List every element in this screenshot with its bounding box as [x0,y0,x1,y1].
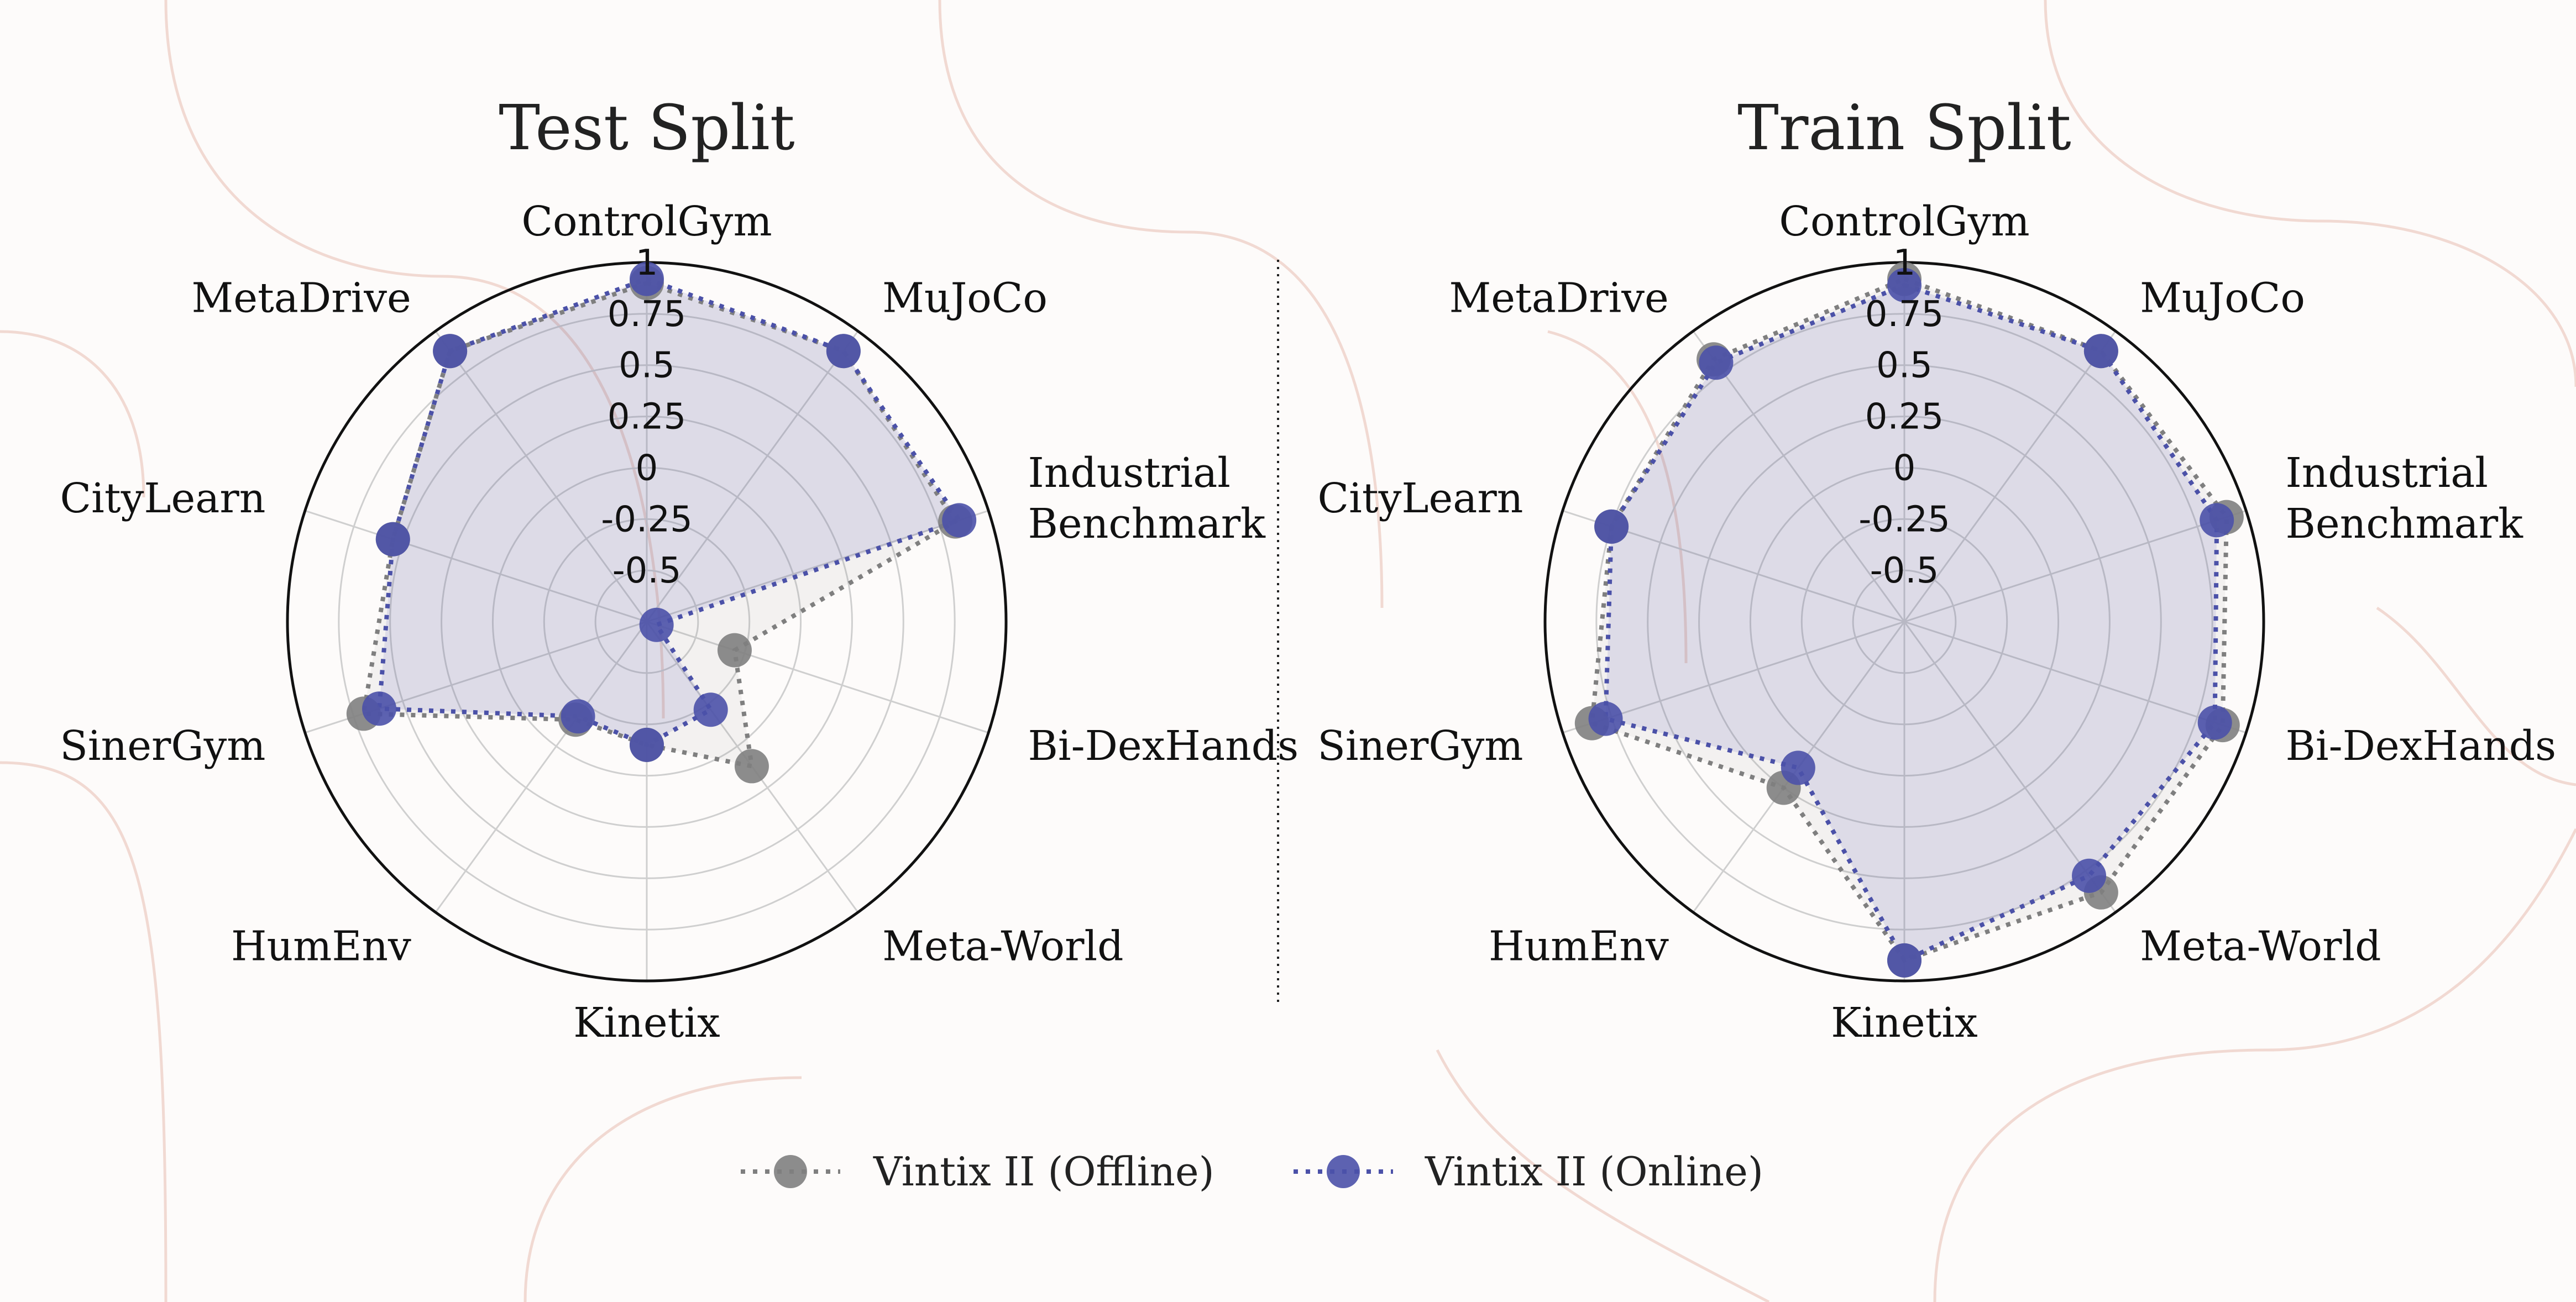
series-fill [363,283,956,767]
decor-curve [2376,606,2576,786]
radial-tick-label: 0.75 [608,294,687,335]
train-split-radar: Train Split 1 0.75 0.5 0.25 0 -0.25 -0.5 Control… [1317,92,2556,1047]
decor-curve [1547,330,1688,664]
spoke-gridline [646,621,989,734]
category-label: HumEnv [1489,923,1669,970]
data-point [1699,345,1734,380]
data-point [1588,701,1623,736]
decor-curve [938,0,1384,608]
data-point [734,749,769,784]
radial-tick-label: 0 [636,448,658,489]
radial-tick-label: 0.5 [619,345,675,386]
radial-tick-label: 0.25 [608,397,687,438]
series-fill [1605,285,2217,960]
category-label: SinerGym [1317,722,1523,770]
category-label: Bi-DexHands [1028,722,1299,770]
spoke-gridline [1904,510,2247,623]
category-label: MetaDrive [1449,274,1668,322]
data-point [942,503,977,538]
series-fill [379,279,960,745]
spoke-gridline [1903,330,2117,622]
data-point [2197,705,2232,740]
spoke-gridline [1904,621,2247,734]
legend-online-marker [1327,1155,1360,1188]
category-label: MuJoCo [882,274,1048,322]
decor-curve [0,761,167,1302]
category-label: Kinetix [573,999,720,1047]
spoke-gridline [646,330,859,622]
radial-tick-label: 1 [636,243,658,284]
legend: Vintix II (Offline) Vintix II (Online) [741,1148,1763,1195]
decor-curve [1436,1049,1770,1302]
category-label: Bi-DexHands [2286,722,2557,770]
data-point [826,334,861,369]
legend-online-label: Vintix II (Online) [1425,1148,1763,1195]
data-point [693,692,728,727]
series-line [361,280,959,769]
radial-tick-label: 0.75 [1865,294,1944,335]
category-label: ControlGym [521,198,772,245]
spoke-gridline [434,330,648,622]
radial-tick-label: -0.5 [1870,550,1939,591]
category-label: ControlGym [1779,198,2029,245]
decor-curve [1933,828,2576,1302]
data-point [630,261,664,296]
category-label: Industrial Benchmark [2286,449,2524,548]
data-point [561,699,595,734]
radial-tick-label: -0.25 [1858,499,1950,540]
radial-tick-label: 1 [1893,243,1916,284]
category-label: Meta-World [2140,923,2381,970]
category-label: Industrial Benchmark [1028,449,1266,548]
data-point [717,633,752,668]
data-point [639,607,674,642]
chart-title: Train Split [1737,92,2071,164]
data-point [1887,267,1921,302]
radial-tick-label: 0.25 [1865,397,1944,438]
decor-curve [0,330,145,498]
spoke-gridline [1692,330,1905,622]
radial-tick-label: 0 [1893,448,1916,489]
spoke-gridline [305,510,647,623]
spoke-gridline [434,621,648,913]
category-label: HumEnv [231,923,411,970]
category-label: SinerGym [60,722,265,770]
data-point [1887,943,1921,978]
legend-offline-label: Vintix II (Offline) [873,1148,1214,1195]
chart-title: Test Split [499,92,794,164]
data-point [1781,750,1815,785]
radial-tick-label: 0.5 [1876,345,1933,386]
data-point [362,691,397,726]
radial-tick-label: -0.25 [601,499,693,540]
category-label: MetaDrive [191,274,411,322]
category-label: CityLearn [1318,475,1523,522]
decor-curve [2044,0,2576,387]
decor-curve [523,1076,802,1302]
data-point [2072,858,2107,893]
test-split-radar: Test Split 1 0.75 0.5 0.25 0 -0.25 -0.5 ControlG… [60,92,1299,1047]
category-label: MuJoCo [2140,274,2305,322]
data-point [433,334,468,369]
data-point [2083,334,2118,369]
decor-curve [164,0,665,719]
radial-tick-label: -0.5 [612,550,682,591]
category-label: Meta-World [882,923,1123,970]
series-fill [1591,279,2227,960]
category-label: Kinetix [1831,999,1978,1047]
data-point [630,727,664,762]
category-label: CityLearn [60,475,266,522]
data-point [375,522,410,556]
series-line [1603,282,2219,964]
data-point [2200,503,2234,538]
data-point [1594,509,1629,544]
legend-offline-marker [774,1155,807,1188]
